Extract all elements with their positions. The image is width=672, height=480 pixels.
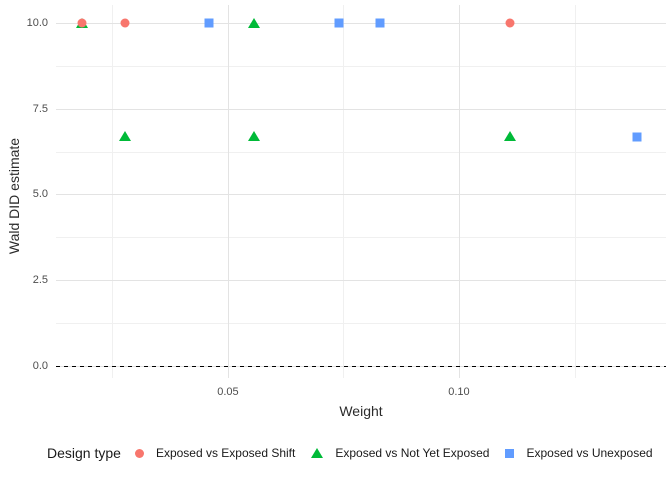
data-point-triangle: [503, 130, 516, 141]
legend-entry-label: Exposed vs Exposed Shift: [155, 446, 296, 460]
zero-reference-line: [56, 365, 666, 367]
x-axis-title: Weight: [339, 403, 383, 419]
data-point-circle: [120, 18, 130, 28]
data-point-square: [632, 132, 642, 142]
x-minor-gridline: [574, 5, 576, 378]
x-major-gridline: [458, 5, 460, 378]
data-point-triangle: [247, 17, 260, 28]
data-point-square: [334, 18, 344, 28]
y-tick-label: 7.5: [32, 102, 48, 115]
y-tick-label: 10.0: [26, 16, 48, 29]
y-minor-gridline: [56, 65, 666, 67]
x-minor-gridline: [112, 5, 114, 378]
legend: Design type Exposed vs Exposed Shift Expo…: [47, 443, 669, 463]
legend-entry: Exposed vs Not Yet Exposed: [311, 446, 489, 460]
y-minor-gridline: [56, 237, 666, 239]
y-minor-gridline: [56, 323, 666, 325]
x-axis-tick-labels: 0.05 0.10: [56, 386, 666, 400]
circle-legend-marker-icon: [134, 448, 144, 458]
data-point-circle: [77, 18, 87, 28]
legend-title: Design type: [47, 445, 121, 461]
y-tick-label: 2.5: [32, 274, 48, 287]
data-point-square: [375, 18, 385, 28]
data-point-triangle: [118, 130, 131, 141]
y-tick-label: 0.0: [32, 359, 48, 372]
y-major-gridline: [56, 22, 666, 24]
x-minor-gridline: [343, 5, 345, 378]
x-tick-label: 0.10: [448, 386, 470, 398]
x-tick-label: 0.05: [217, 386, 239, 398]
y-tick-label: 5.0: [32, 188, 48, 201]
triangle-legend-marker-icon: [311, 448, 324, 458]
data-point-triangle: [247, 130, 260, 141]
y-major-gridline: [56, 194, 666, 196]
legend-entry: Exposed vs Unexposed: [505, 446, 653, 460]
y-axis-tick-labels: 0.0 2.5 5.0 7.5 10.0: [0, 5, 48, 378]
legend-entry-label: Exposed vs Not Yet Exposed: [335, 446, 490, 460]
plot-panel: [56, 5, 666, 378]
legend-entry-label: Exposed vs Unexposed: [526, 446, 653, 460]
y-major-gridline: [56, 108, 666, 110]
x-major-gridline: [227, 5, 229, 378]
data-point-square: [204, 18, 214, 28]
square-legend-marker-icon: [505, 448, 515, 458]
y-minor-gridline: [56, 151, 666, 153]
data-point-circle: [505, 18, 515, 28]
legend-entry: Exposed vs Exposed Shift: [134, 446, 296, 460]
y-major-gridline: [56, 280, 666, 282]
